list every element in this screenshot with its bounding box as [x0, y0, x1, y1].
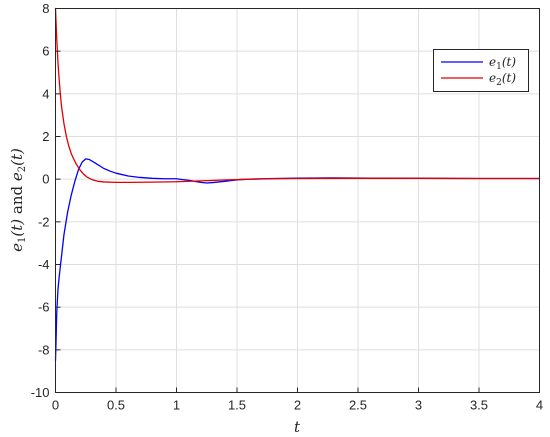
y-tick-label: -10 [31, 385, 50, 400]
y-tick-label: -6 [38, 300, 50, 315]
x-tick-label: 3.5 [470, 398, 488, 413]
svg-text:e1(t) and e2(t): e1(t) and e2(t) [8, 148, 28, 252]
y-tick-label: -4 [38, 257, 50, 272]
x-tick-label: 4 [536, 398, 543, 413]
series-line-2 [54, 7, 541, 184]
legend-label-1: e1(t) [489, 55, 516, 72]
x-tick-label: 0.5 [107, 398, 125, 413]
x-tick-label: 2 [294, 398, 301, 413]
legend-label-2: e2(t) [489, 71, 516, 88]
x-tick-label: 0 [52, 398, 59, 413]
y-tick-label: -2 [38, 214, 50, 229]
grid [55, 8, 540, 393]
x-axis-label: t [294, 418, 301, 436]
y-tick-label: 4 [42, 86, 49, 101]
plot-lines [54, 7, 541, 362]
y-tick-label: 6 [42, 44, 49, 59]
y-tick-label: 0 [42, 172, 49, 187]
y-tick-label: 2 [42, 129, 49, 144]
y-tick-label: 8 [42, 1, 49, 16]
x-tick-label: 1 [173, 398, 180, 413]
axis-ticks: 0 0.5 1 1.5 2 2.5 3 3.5 4 -10 -8 -6 -4 -2 0 2 4 6 8 [31, 1, 543, 413]
x-tick-label: 3 [415, 398, 422, 413]
x-tick-label: 1.5 [228, 398, 246, 413]
y-axis-label: e1(t) and e2(t) [8, 148, 28, 252]
y-tick-label: -8 [38, 342, 50, 357]
legend: e1(t)e2(t) [433, 49, 529, 92]
x-tick-label: 2.5 [349, 398, 367, 413]
